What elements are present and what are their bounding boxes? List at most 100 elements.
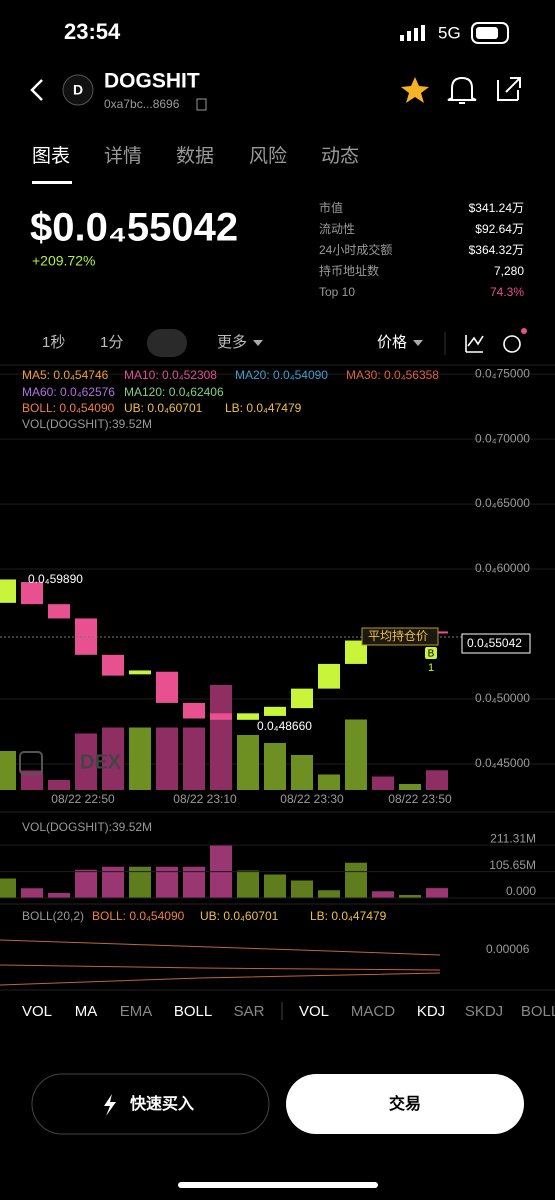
candle-body	[0, 579, 16, 603]
indicator-tab[interactable]: SKDJ	[465, 1003, 503, 1020]
volume-bar	[291, 880, 313, 898]
x-tick-label: 08/22 23:50	[388, 792, 452, 806]
stat-value: 74.3%	[490, 285, 524, 299]
legend-ma60: MA60: 0.0₄62576	[22, 385, 115, 399]
candle-body	[291, 688, 313, 709]
y-tick-label: 211.31M	[490, 831, 536, 845]
y-tick-label: 0.0₄75000	[475, 366, 530, 380]
stat-value: 7,280	[494, 264, 524, 278]
candle-body	[237, 713, 259, 720]
avg-label-box	[361, 627, 439, 646]
boll-panel-ub: UB: 0.0₄60701	[200, 909, 279, 923]
token-name: DOGSHIT	[104, 70, 200, 93]
indicator-tab[interactable]: VOL	[299, 1003, 329, 1020]
legend-ma30: MA30: 0.0₄56358	[346, 368, 439, 382]
volume-bar	[264, 874, 286, 898]
volume-bar	[399, 784, 421, 790]
avatar-letter: D	[73, 82, 83, 98]
candle-body	[156, 671, 178, 703]
indicator-tab[interactable]: SAR	[234, 1003, 265, 1020]
indicator-tab[interactable]: KDJ	[417, 1003, 445, 1020]
tab[interactable]: 动态	[321, 145, 359, 167]
price-toggle[interactable]: 价格	[377, 334, 407, 351]
indicator-tab[interactable]: BOLL	[174, 1003, 212, 1020]
volume-bar	[183, 727, 205, 790]
indicator-tab[interactable]: MACD	[351, 1003, 395, 1020]
interval[interactable]: 更多	[217, 334, 247, 351]
star-button[interactable]	[401, 77, 429, 103]
stat-label: 持币地址数	[319, 263, 379, 278]
tab[interactable]: 风险	[249, 145, 287, 167]
tab[interactable]: 图表	[32, 145, 70, 167]
battery-level	[476, 27, 498, 39]
volume-bar	[372, 776, 394, 790]
x-tick-label: 08/22 23:30	[280, 792, 344, 806]
share-button[interactable]	[497, 77, 521, 101]
vol-panel-title: VOL(DOGSHIT):39.52M	[22, 820, 152, 834]
volume-bar	[345, 862, 367, 898]
dropdown-arrow	[413, 340, 423, 346]
candle-body	[183, 702, 205, 719]
candle-body	[264, 706, 286, 716]
volume-bar	[0, 878, 16, 898]
volume-bar	[345, 719, 367, 790]
volume-bar	[102, 866, 124, 898]
volume-bar	[21, 770, 43, 790]
trade-label: 交易	[389, 1094, 421, 1113]
alert-button[interactable]	[447, 76, 477, 104]
volume-bar	[102, 727, 124, 790]
volume-bar	[264, 743, 286, 790]
interval[interactable]: 1秒	[42, 334, 65, 351]
high-label: 0.0₄59890	[28, 572, 83, 586]
candle-body	[210, 713, 232, 720]
volume-bar	[48, 780, 70, 790]
token-avatar	[62, 74, 94, 106]
legend-ma20: MA20: 0.0₄54090	[235, 368, 328, 382]
volume-bar	[291, 755, 313, 790]
candle-body	[48, 604, 70, 619]
stat-label: 24小时成交额	[319, 242, 392, 257]
volume-bar	[426, 888, 448, 898]
clock: 23:54	[64, 19, 121, 44]
trade-button[interactable]	[286, 1074, 524, 1134]
y-tick-label: 0.000	[506, 884, 536, 898]
volume-bar	[318, 774, 340, 790]
battery	[471, 22, 509, 44]
indicator-tab[interactable]: EMA	[120, 1003, 153, 1020]
boll-panel-boll: BOLL: 0.0₄54090	[92, 909, 185, 923]
volume-bar	[75, 733, 97, 790]
indicator-tab[interactable]: MA	[75, 1003, 98, 1020]
tab[interactable]: 数据	[176, 145, 214, 167]
indicator-tab[interactable]: BOLL	[521, 1003, 555, 1020]
candle-body	[129, 670, 151, 675]
quick-buy-label: 快速买入	[130, 1094, 194, 1113]
copy-icon[interactable]	[196, 98, 207, 111]
legend-ma10: MA10: 0.0₄52308	[124, 368, 217, 382]
buy-mark: B	[428, 649, 435, 660]
avg-label: 平均持仓价	[368, 628, 428, 643]
legend-ma5: MA5: 0.0₄54746	[22, 368, 109, 382]
settings-dot	[521, 328, 527, 334]
x-tick-label: 08/22 23:10	[173, 792, 237, 806]
price-change: +209.72%	[32, 253, 95, 269]
settings-button[interactable]	[503, 335, 521, 353]
quick-buy-button[interactable]	[31, 1073, 270, 1135]
volume-bar	[372, 891, 394, 898]
indicator-button[interactable]	[465, 335, 484, 353]
volume-bar	[156, 727, 178, 790]
stat-value: $92.64万	[475, 222, 524, 236]
volume-bar	[237, 735, 259, 790]
y-tick-label: 105.65M	[489, 858, 536, 872]
interval-active-bg	[147, 329, 187, 357]
interval[interactable]: 1分	[100, 334, 123, 351]
candle-body	[345, 640, 367, 664]
volume-bar	[75, 869, 97, 898]
back-button[interactable]	[30, 79, 43, 101]
boll-panel-title: BOLL(20,2)	[22, 909, 84, 923]
indicator-tab[interactable]: VOL	[22, 1003, 52, 1020]
boll-panel-lb: LB: 0.0₄47479	[310, 909, 387, 923]
tab[interactable]: 详情	[104, 145, 142, 167]
